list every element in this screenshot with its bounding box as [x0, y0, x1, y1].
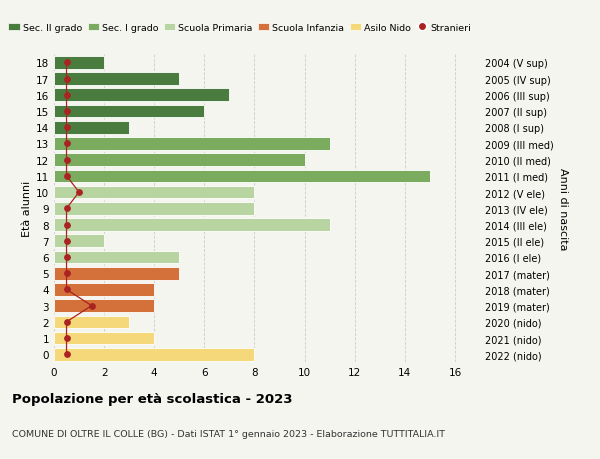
Bar: [54, 170, 430, 183]
Point: [62, 108, 71, 115]
Bar: [54, 348, 254, 361]
Bar: [54, 106, 205, 118]
Bar: [54, 267, 179, 280]
Bar: [54, 235, 104, 247]
Bar: [54, 154, 305, 167]
Y-axis label: Anni di nascita: Anni di nascita: [557, 168, 568, 250]
Point: [62, 270, 71, 277]
Text: Popolazione per età scolastica - 2023: Popolazione per età scolastica - 2023: [12, 392, 293, 405]
Point: [62, 254, 71, 261]
Point: [62, 286, 71, 293]
Bar: [54, 284, 154, 296]
Point: [62, 205, 71, 213]
Point: [62, 140, 71, 148]
Point: [62, 124, 71, 132]
Bar: [54, 332, 154, 345]
Point: [87, 302, 97, 310]
Bar: [54, 89, 229, 102]
Bar: [54, 316, 129, 329]
Bar: [54, 251, 179, 264]
Point: [62, 221, 71, 229]
Bar: [54, 73, 179, 86]
Point: [62, 238, 71, 245]
Point: [62, 173, 71, 180]
Point: [62, 60, 71, 67]
Text: COMUNE DI OLTRE IL COLLE (BG) - Dati ISTAT 1° gennaio 2023 - Elaborazione TUTTIT: COMUNE DI OLTRE IL COLLE (BG) - Dati IST…: [12, 429, 445, 438]
Point: [74, 189, 84, 196]
Bar: [54, 202, 254, 215]
Point: [62, 76, 71, 83]
Bar: [54, 57, 104, 69]
Y-axis label: Età alunni: Età alunni: [22, 181, 32, 237]
Bar: [54, 138, 329, 151]
Point: [62, 319, 71, 326]
Bar: [54, 300, 154, 312]
Point: [62, 92, 71, 99]
Legend: Sec. II grado, Sec. I grado, Scuola Primaria, Scuola Infanzia, Asilo Nido, Stran: Sec. II grado, Sec. I grado, Scuola Prim…: [5, 20, 475, 37]
Bar: [54, 186, 254, 199]
Point: [62, 157, 71, 164]
Point: [62, 351, 71, 358]
Bar: [54, 219, 329, 231]
Bar: [54, 122, 129, 134]
Point: [62, 335, 71, 342]
